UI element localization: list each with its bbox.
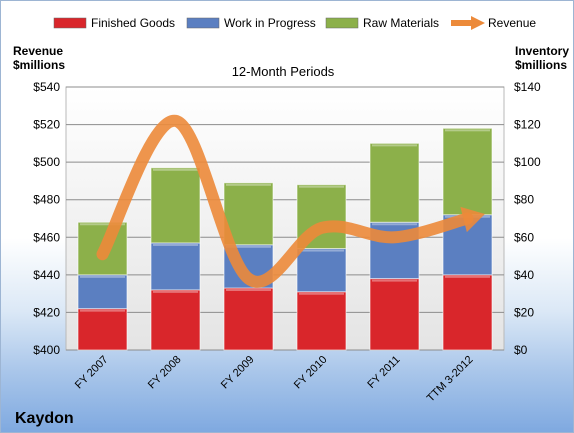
bar-finished-goods	[223, 287, 274, 351]
category-label: FY 2009	[219, 354, 257, 392]
company-name: Kaydon	[15, 410, 74, 427]
right-tick-label: $140	[514, 80, 541, 94]
bar-highlight	[153, 243, 198, 246]
bar-highlight	[372, 144, 417, 147]
bar-highlight	[299, 185, 344, 188]
bar-highlight	[372, 279, 417, 282]
bar-finished-goods	[442, 274, 493, 351]
legend-swatch-raw-materials	[325, 17, 359, 29]
legend: Finished Goods Work in Progress Raw Materi…	[53, 16, 536, 30]
bar-highlight	[226, 183, 271, 186]
left-tick-label: $420	[33, 305, 60, 319]
left-tick-label: $520	[33, 118, 60, 132]
legend-swatch-work-in-progress	[186, 17, 220, 29]
bar-highlight	[445, 275, 490, 278]
bar-finished-goods	[296, 291, 347, 351]
bar-highlight	[153, 290, 198, 293]
right-tick-label: $120	[514, 118, 541, 132]
bar-raw-materials	[442, 127, 493, 216]
right-tick-label: $0	[514, 343, 528, 357]
category-label: TTM 3-2012	[425, 354, 476, 405]
bar-highlight	[226, 245, 271, 248]
bar-highlight	[372, 223, 417, 226]
right-tick-label: $100	[514, 155, 541, 169]
plot-area	[65, 86, 505, 351]
bar-highlight	[299, 292, 344, 295]
left-tick-label: $540	[33, 80, 60, 94]
bar-raw-materials	[369, 142, 420, 223]
right-tick-label: $40	[514, 268, 534, 282]
bar-highlight	[153, 168, 198, 171]
left-tick-label: $440	[33, 268, 60, 282]
legend-swatch-finished-goods	[53, 17, 87, 29]
legend-arrow-revenue	[471, 16, 485, 30]
left-axis-title: Revenue $millions	[13, 44, 65, 72]
category-label: FY 2007	[73, 354, 111, 392]
bar-raw-materials	[223, 182, 274, 246]
bar-highlight	[226, 289, 271, 292]
legend-label-work-in-progress: Work in Progress	[224, 16, 316, 30]
bar-highlight	[445, 129, 490, 132]
revenue-line-layer	[96, 114, 485, 288]
bar-finished-goods	[77, 308, 128, 351]
legend-label-revenue: Revenue	[488, 16, 536, 30]
bar-highlight	[80, 275, 125, 278]
left-tick-label: $400	[33, 343, 60, 357]
bar-finished-goods	[150, 289, 201, 351]
right-tick-label: $80	[514, 193, 534, 207]
bars	[77, 127, 493, 351]
category-label: FY 2010	[292, 354, 330, 392]
bar-work-in-progress	[77, 274, 128, 310]
legend-label-finished-goods: Finished Goods	[91, 16, 175, 30]
bar-raw-materials	[150, 167, 201, 244]
bar-work-in-progress	[296, 248, 347, 293]
right-tick-label: $60	[514, 230, 534, 244]
right-tick-label: $20	[514, 305, 534, 319]
category-label: FY 2008	[146, 354, 184, 392]
bar-work-in-progress	[150, 242, 201, 291]
left-tick-label: $460	[33, 230, 60, 244]
category-label: FY 2011	[365, 354, 402, 391]
bar-highlight	[80, 223, 125, 226]
bar-highlight	[80, 309, 125, 312]
bar-finished-goods	[369, 278, 420, 351]
left-tick-label: $480	[33, 193, 60, 207]
right-axis-title: Inventory $millions	[515, 44, 569, 72]
revenue-arrowhead	[460, 206, 485, 233]
left-tick-label: $500	[33, 155, 60, 169]
revenue-line	[96, 114, 474, 288]
chart-title: 12-Month Periods	[232, 64, 335, 79]
legend-label-raw-materials: Raw Materials	[363, 16, 439, 30]
bar-highlight	[299, 249, 344, 252]
